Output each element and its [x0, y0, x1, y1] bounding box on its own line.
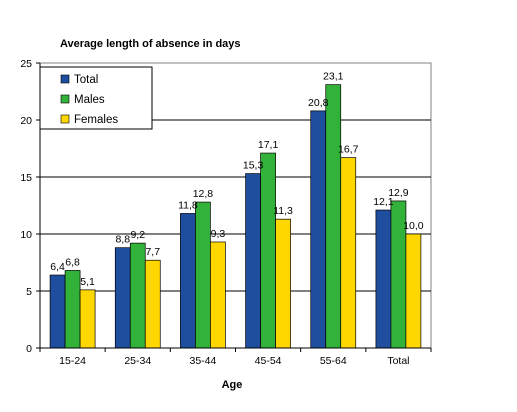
bar-females-45-54 [275, 218, 291, 349]
x-tick-label: 35-44 [189, 355, 216, 367]
data-label: 15,3 [243, 160, 264, 172]
bar-males-15-24 [64, 270, 81, 349]
bars [49, 84, 422, 349]
data-label: 7,7 [145, 246, 160, 258]
data-label: 6,4 [50, 261, 65, 273]
data-label: 11,3 [273, 205, 293, 217]
y-tick-label: 15 [20, 172, 32, 184]
legend-box [39, 66, 153, 130]
data-label: 12,9 [388, 187, 409, 199]
bar-females-55-64 [340, 157, 357, 349]
x-tick-label: Total [387, 355, 409, 367]
data-label: 6,8 [65, 256, 80, 268]
legend-item-total: Total [60, 74, 98, 86]
legend: Total Males Females [39, 66, 153, 130]
data-label: 9,3 [211, 228, 226, 240]
data-label: 12,1 [373, 196, 394, 208]
y-tick-label: 0 [26, 343, 32, 355]
x-axis-title: Age [222, 379, 243, 391]
data-label: 9,2 [130, 229, 145, 241]
legend-swatch-total [60, 74, 70, 84]
data-label: 16,7 [338, 144, 359, 156]
bar-males-55-64 [325, 84, 342, 349]
legend-item-females: Females [60, 114, 118, 126]
data-label: 17,1 [258, 139, 279, 151]
chart-title: Average length of absence in days [60, 38, 241, 50]
bar-females-total [405, 233, 422, 349]
bar-males-45-54 [260, 152, 276, 349]
legend-label-total: Total [74, 74, 98, 86]
bar-females-35-44 [210, 241, 226, 349]
bar-total-total [375, 209, 392, 349]
legend-label-females: Females [74, 114, 118, 126]
y-tick-label: 5 [26, 286, 32, 298]
data-labels: 6,4 6,85,1 8,8 9,27,7 11,812,8 9,3 15,3 17,1 11,… [50, 71, 424, 288]
legend-swatch-females [60, 114, 70, 124]
data-label: 12,8 [193, 188, 214, 200]
data-label: 11,8 [178, 199, 198, 211]
bar-total-55-64 [310, 110, 327, 349]
x-tick-label: 55-64 [320, 355, 347, 367]
bar-total-45-54 [245, 173, 261, 349]
x-tick-label: 15-24 [59, 355, 86, 367]
bar-total-35-44 [180, 213, 196, 349]
bar-males-25-34 [129, 242, 146, 349]
data-label: 23,1 [323, 71, 344, 83]
data-label: 5,1 [80, 276, 95, 288]
bar-total-15-24 [49, 274, 66, 349]
data-label: 20,8 [308, 97, 329, 109]
y-tick-label: 10 [20, 229, 32, 241]
bar-females-15-24 [79, 289, 96, 349]
data-label: 8,8 [115, 234, 130, 246]
bar-males-35-44 [195, 201, 211, 349]
gridlines [40, 119, 431, 292]
bar-females-25-34 [144, 259, 161, 349]
y-tick-label: 20 [20, 115, 32, 127]
data-label: 10,0 [403, 220, 424, 232]
x-tick-label: 45-54 [255, 355, 282, 367]
legend-label-males: Males [74, 94, 105, 106]
x-tick-label: 25-34 [124, 355, 151, 367]
legend-swatch-males [60, 94, 70, 104]
legend-item-males: Males [60, 94, 105, 106]
bar-total-25-34 [114, 247, 131, 349]
y-tick-label: 25 [20, 58, 32, 70]
